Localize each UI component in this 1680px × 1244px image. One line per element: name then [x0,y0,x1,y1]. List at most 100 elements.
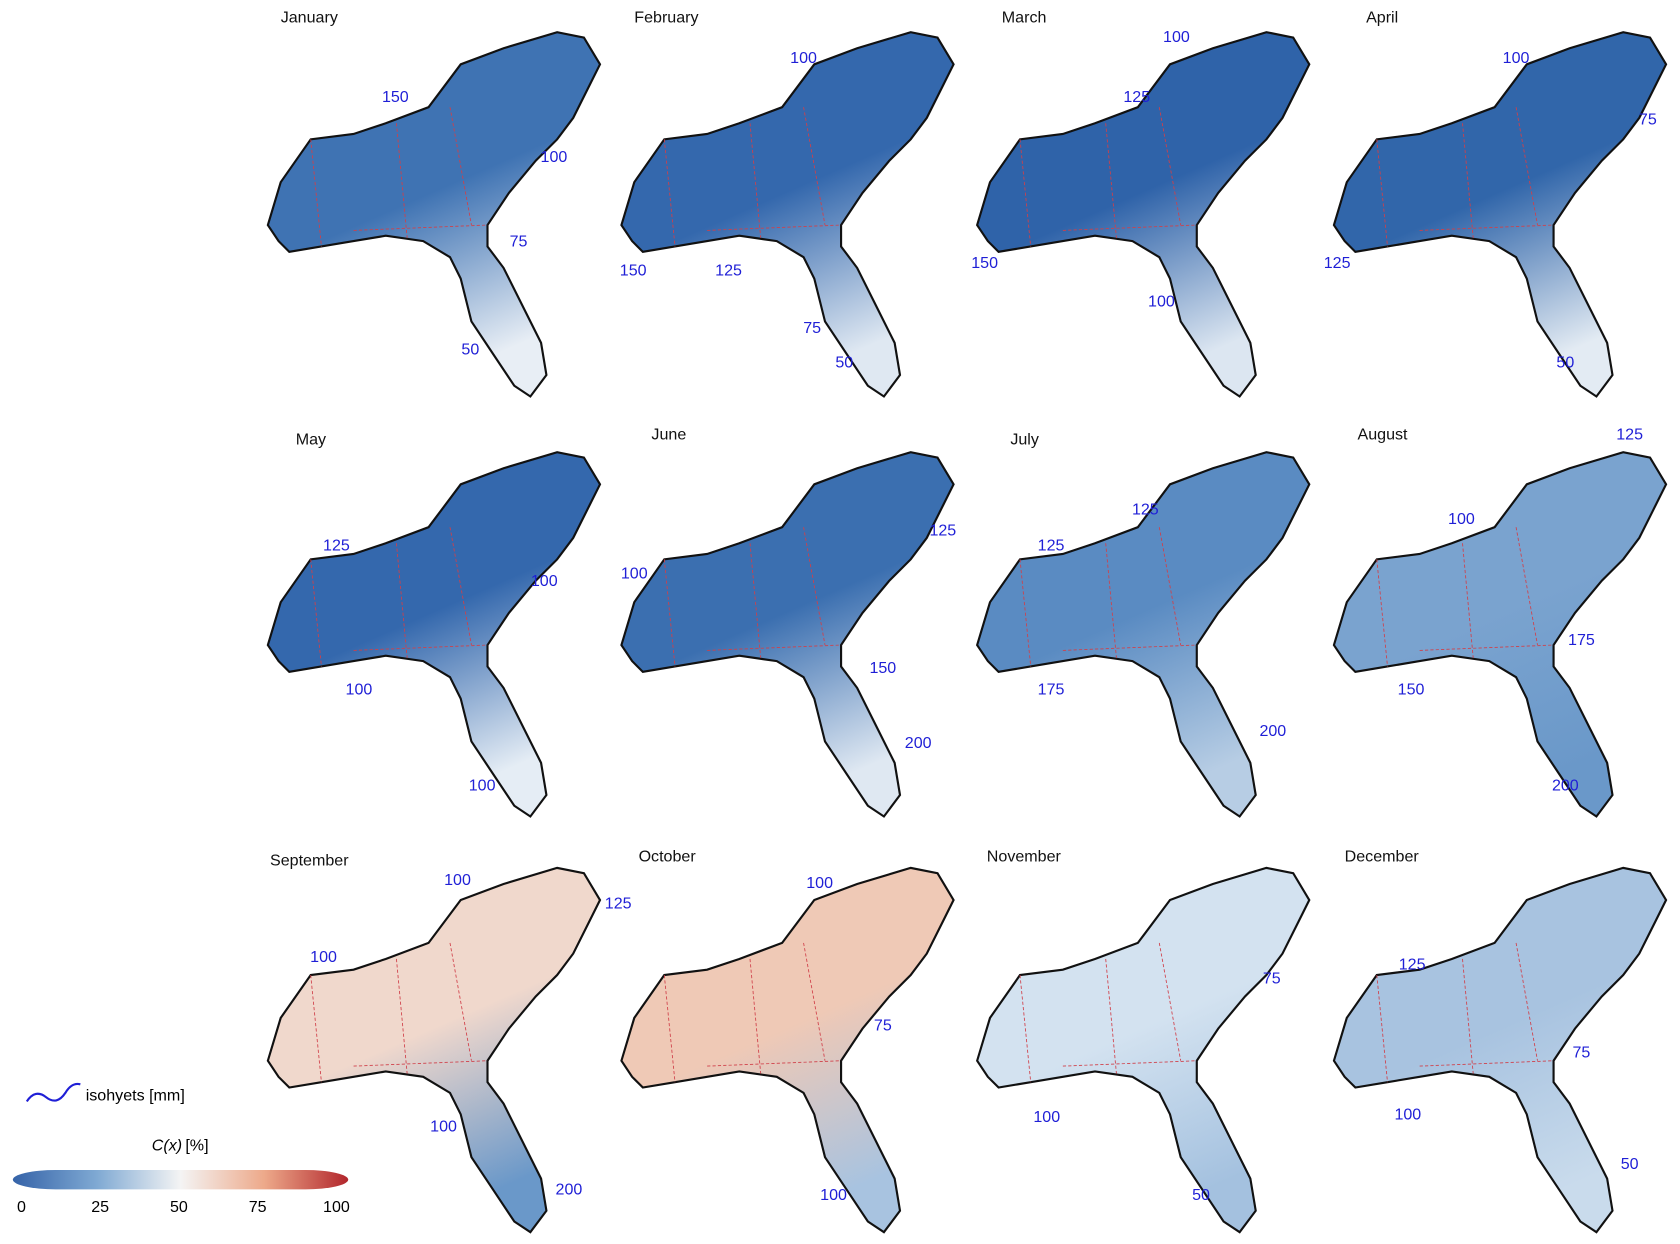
isohyet-label: 175 [1038,680,1065,698]
isohyet-label: 200 [1259,722,1286,740]
colorbar-tick-label: 0 [17,1198,26,1216]
isohyet-label: 150 [1398,680,1425,698]
isohyet-label: 125 [1616,425,1643,443]
isohyet-label: 125 [605,895,632,913]
region-map [975,866,1311,1234]
isohyet-label: 100 [790,49,817,67]
map-panel [620,451,955,818]
map-panel [620,866,955,1234]
map-panel [1332,31,1668,398]
map-panel [266,866,602,1234]
isohyet-label: 100 [1163,28,1190,46]
state-border [663,527,842,667]
colorbar-tick-label: 75 [249,1198,267,1216]
isohyet-label: 200 [556,1181,583,1199]
colorbar-title: C(x) [152,1137,182,1155]
map-panel [1332,866,1668,1234]
map-panel [975,866,1311,1234]
isohyet-label: 100 [621,565,648,583]
isohyet-label: 50 [835,354,853,372]
region-map [266,451,602,818]
isohyet-label: 150 [971,254,998,272]
isohyet-label: 100 [1394,1106,1421,1124]
map-panel [266,31,602,398]
isohyet-label: 200 [905,734,932,752]
map-panel [620,31,955,398]
state-border [663,107,842,247]
region-map [1332,866,1668,1234]
isohyet-label: 75 [803,319,821,337]
isohyet-label: 100 [469,777,496,795]
isohyet-label: 100 [430,1117,457,1135]
isohyet-label: 100 [346,680,373,698]
isohyet-label: 100 [1448,510,1475,528]
isohyet-label: 125 [715,261,742,279]
isohyet-label: 75 [874,1017,892,1035]
isohyet-label: 100 [1033,1108,1060,1126]
isohyet-label: 125 [323,537,350,555]
state-border [310,942,488,1083]
colorbar-tick-label: 100 [323,1198,350,1216]
state-border [1376,942,1554,1083]
colorbar-tick-label: 25 [91,1198,109,1216]
region-map [975,31,1311,398]
colorbar [12,1170,349,1190]
colorbar-tick-label: 50 [170,1198,188,1216]
isohyet-label: 100 [444,871,471,889]
isohyet-label: 100 [1148,292,1175,310]
region-map [1332,31,1668,398]
isohyet-label: 175 [1568,631,1595,649]
month-title: October [639,847,697,865]
isohyet-label: 200 [1552,777,1579,795]
month-title: February [634,8,698,26]
isohyet-label: 50 [1556,354,1574,372]
month-title: April [1366,8,1398,26]
isohyet-label: 125 [1123,88,1150,106]
isohyet-label: 150 [382,88,409,106]
map-panel [1332,451,1668,818]
month-title: July [1010,431,1039,449]
map-panel [266,451,602,818]
isohyet-label: 100 [541,148,568,166]
state-border [310,527,488,667]
month-title: September [270,852,349,870]
isohyet-icon [25,1082,81,1103]
region-map [1332,451,1668,818]
isohyet-label: 125 [1038,537,1065,555]
isohyet-label: 100 [1503,49,1530,67]
isohyet-label: 75 [1572,1044,1590,1062]
state-border [1376,107,1554,247]
map-panel [975,451,1311,818]
isohyet-label: 125 [1399,956,1426,974]
month-title: December [1345,847,1420,865]
isohyet-label: 100 [806,874,833,892]
state-border [310,107,488,247]
isohyet-label: 150 [620,261,647,279]
region-map [266,866,602,1234]
isohyet-label: 125 [929,522,956,540]
state-border [1019,942,1197,1083]
month-title: November [987,847,1062,865]
region-map [620,451,955,818]
state-border [1019,107,1197,247]
isohyet-label: 100 [310,948,337,966]
month-title: June [651,425,686,443]
state-border [663,942,842,1083]
isohyet-label: 125 [1324,254,1351,272]
isohyet-label: 50 [461,341,479,359]
isohyet-label: 100 [820,1186,847,1204]
map-panel [975,31,1311,398]
isohyet-label: 75 [1263,970,1281,988]
isohyet-label: 75 [510,232,528,250]
isohyet-label: 75 [1639,110,1657,128]
isohyet-label: 125 [1132,500,1159,518]
isohyet-label: 50 [1621,1155,1639,1173]
colorbar-unit: [%] [185,1137,208,1155]
month-title: May [296,431,326,449]
isohyet-label: 50 [1192,1186,1210,1204]
month-title: January [281,8,338,26]
region-map [266,31,602,398]
month-title: August [1358,425,1409,443]
region-map [975,451,1311,818]
